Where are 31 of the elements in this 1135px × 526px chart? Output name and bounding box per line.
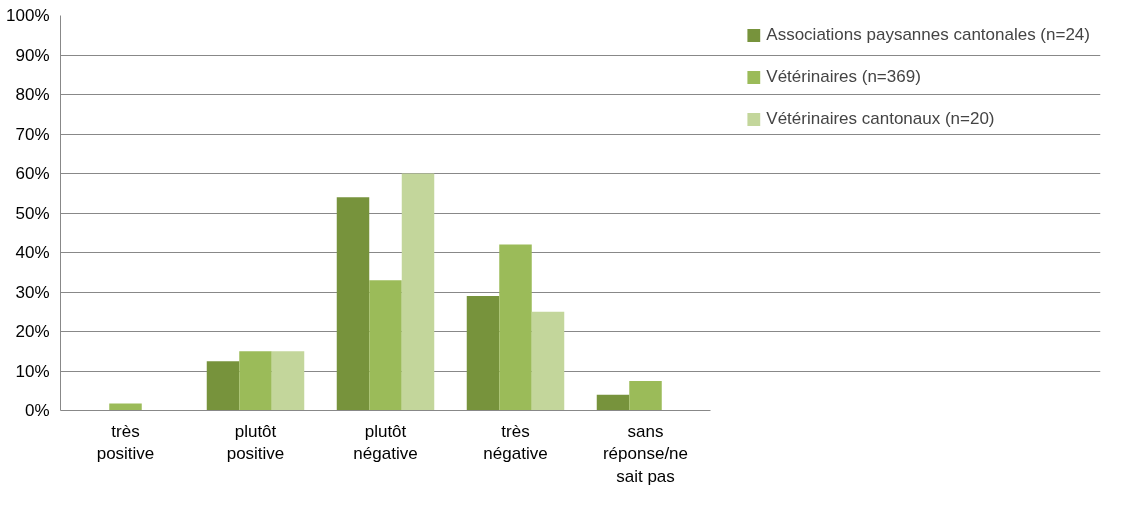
y-tick-label: 100% — [6, 6, 50, 25]
y-tick-label: 40% — [15, 243, 50, 262]
bar — [401, 173, 435, 411]
legend-label: Vétérinaires (n=369) — [766, 67, 921, 87]
bar — [596, 394, 630, 411]
x-tick-label: sans réponse/ne sait pas — [602, 421, 689, 487]
x-tick-label: plutôt positive — [226, 421, 285, 464]
bar — [336, 197, 370, 411]
bar — [531, 311, 565, 411]
bar — [466, 295, 500, 411]
y-tick-label: 70% — [15, 124, 50, 144]
bar — [369, 280, 402, 411]
y-tick-label: 10% — [15, 361, 50, 381]
y-tick-label: 20% — [15, 322, 50, 341]
y-tick-label: 0% — [24, 401, 50, 420]
x-tick-label: plutôt négative — [353, 421, 418, 464]
legend-label: Vétérinaires cantonaux (n=20) — [766, 109, 995, 129]
bar — [109, 403, 142, 411]
x-tick-label: très positive — [96, 421, 155, 464]
bar — [629, 380, 662, 411]
bar — [206, 361, 240, 411]
bar — [239, 351, 272, 411]
y-tick-label: 50% — [15, 203, 50, 223]
bar — [499, 244, 532, 411]
x-tick-label: très négative — [483, 421, 548, 464]
legend-label: Associations paysannes cantonales (n=24) — [766, 25, 1090, 45]
y-tick-label: 90% — [15, 45, 50, 65]
bar — [271, 351, 305, 411]
y-tick-label: 60% — [15, 164, 50, 183]
y-tick-label: 30% — [15, 282, 50, 302]
y-tick-label: 80% — [15, 85, 50, 104]
